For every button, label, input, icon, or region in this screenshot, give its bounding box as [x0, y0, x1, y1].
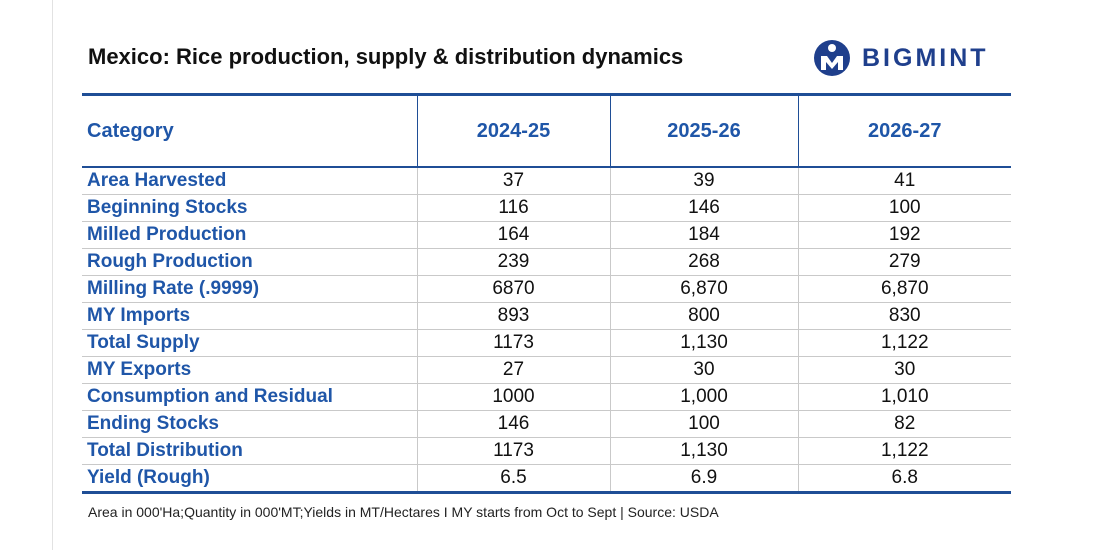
table-row: Area Harvested 37 39 41 — [82, 167, 1011, 195]
table-cell-value: 116 — [417, 194, 611, 222]
table-cell-value: 192 — [798, 221, 1011, 249]
footnote: Area in 000'Ha;Quantity in 000'MT;Yields… — [88, 504, 719, 520]
column-header-year: 2024-25 — [417, 93, 611, 168]
table-cell-value: 279 — [798, 248, 1011, 276]
table-cell-value: 37 — [417, 167, 611, 195]
table-cell-value: 100 — [798, 194, 1011, 222]
brand-logo: BIGMINT — [812, 36, 989, 80]
row-category-label: Milled Production — [82, 221, 418, 249]
table-cell-value: 1,010 — [798, 383, 1011, 411]
table-cell-value: 6870 — [417, 275, 611, 303]
data-table: Category 2024-25 2025-26 2026-27 Area Harve… — [82, 93, 1011, 494]
table-cell-value: 6.9 — [610, 464, 799, 494]
page-left-rule — [52, 0, 53, 550]
table-header-row: Category 2024-25 2025-26 2026-27 — [82, 93, 1011, 168]
table-cell-value: 1000 — [417, 383, 611, 411]
row-category-label: MY Imports — [82, 302, 418, 330]
row-category-label: Rough Production — [82, 248, 418, 276]
data-table-container: Category 2024-25 2025-26 2026-27 Area Harve… — [82, 93, 1011, 494]
row-category-label: Area Harvested — [82, 167, 418, 195]
logo-text: BIGMINT — [862, 43, 989, 72]
table-row: Ending Stocks 146 100 82 — [82, 410, 1011, 438]
table-cell-value: 6,870 — [798, 275, 1011, 303]
table-cell-value: 1,130 — [610, 437, 799, 465]
table-row: Total Distribution 1173 1,130 1,122 — [82, 437, 1011, 465]
row-category-label: Total Supply — [82, 329, 418, 357]
table-cell-value: 27 — [417, 356, 611, 384]
table-cell-value: 830 — [798, 302, 1011, 330]
table-row: Milled Production 164 184 192 — [82, 221, 1011, 249]
table-cell-value: 1,122 — [798, 437, 1011, 465]
table-cell-value: 800 — [610, 302, 799, 330]
row-category-label: Ending Stocks — [82, 410, 418, 438]
table-cell-value: 146 — [417, 410, 611, 438]
table-row: MY Imports 893 800 830 — [82, 302, 1011, 330]
table-cell-value: 39 — [610, 167, 799, 195]
table-row: Consumption and Residual 1000 1,000 1,010 — [82, 383, 1011, 411]
table-cell-value: 1,122 — [798, 329, 1011, 357]
row-category-label: Beginning Stocks — [82, 194, 418, 222]
column-header-year: 2026-27 — [798, 93, 1011, 168]
table-body: Area Harvested 37 39 41 Beginning Stocks 116 1… — [82, 167, 1011, 494]
table-row: MY Exports 27 30 30 — [82, 356, 1011, 384]
row-category-label: Consumption and Residual — [82, 383, 418, 411]
row-category-label: MY Exports — [82, 356, 418, 384]
table-cell-value: 6.8 — [798, 464, 1011, 494]
table-cell-value: 30 — [610, 356, 799, 384]
table-cell-value: 1173 — [417, 437, 611, 465]
table-cell-value: 41 — [798, 167, 1011, 195]
row-category-label: Total Distribution — [82, 437, 418, 465]
table-cell-value: 146 — [610, 194, 799, 222]
row-category-label: Yield (Rough) — [82, 464, 418, 494]
table-cell-value: 184 — [610, 221, 799, 249]
column-header-year: 2025-26 — [610, 93, 799, 168]
table-row: Beginning Stocks 116 146 100 — [82, 194, 1011, 222]
table-cell-value: 100 — [610, 410, 799, 438]
column-header-category: Category — [82, 93, 418, 168]
table-cell-value: 1,000 — [610, 383, 799, 411]
table-cell-value: 268 — [610, 248, 799, 276]
table-cell-value: 30 — [798, 356, 1011, 384]
table-cell-value: 1173 — [417, 329, 611, 357]
table-row: Yield (Rough) 6.5 6.9 6.8 — [82, 464, 1011, 494]
table-cell-value: 6,870 — [610, 275, 799, 303]
page-title: Mexico: Rice production, supply & distri… — [88, 44, 684, 69]
table-row: Total Supply 1173 1,130 1,122 — [82, 329, 1011, 357]
row-category-label: Milling Rate (.9999) — [82, 275, 418, 303]
table-cell-value: 1,130 — [610, 329, 799, 357]
table-cell-value: 82 — [798, 410, 1011, 438]
bigmint-logo-icon — [814, 40, 850, 76]
table-cell-value: 164 — [417, 221, 611, 249]
table-cell-value: 893 — [417, 302, 611, 330]
table-cell-value: 6.5 — [417, 464, 611, 494]
table-cell-value: 239 — [417, 248, 611, 276]
table-row: Milling Rate (.9999) 6870 6,870 6,870 — [82, 275, 1011, 303]
table-row: Rough Production 239 268 279 — [82, 248, 1011, 276]
